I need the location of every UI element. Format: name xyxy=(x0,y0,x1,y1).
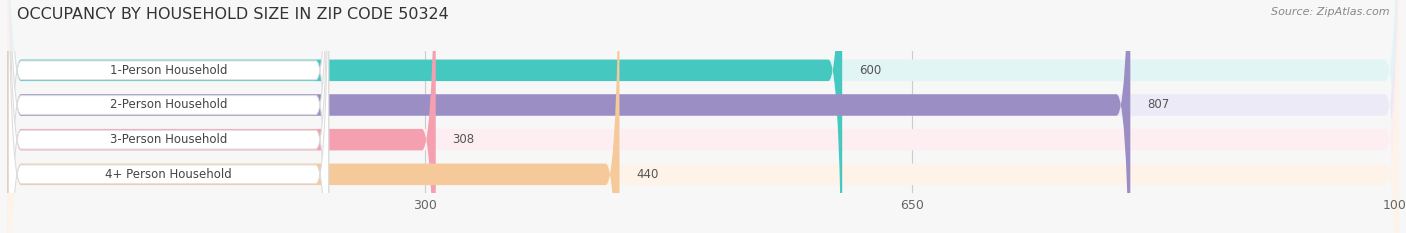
FancyBboxPatch shape xyxy=(7,0,1399,233)
Text: OCCUPANCY BY HOUSEHOLD SIZE IN ZIP CODE 50324: OCCUPANCY BY HOUSEHOLD SIZE IN ZIP CODE … xyxy=(17,7,449,22)
FancyBboxPatch shape xyxy=(7,0,842,233)
FancyBboxPatch shape xyxy=(8,0,329,233)
FancyBboxPatch shape xyxy=(7,0,1399,233)
Text: 308: 308 xyxy=(453,133,475,146)
Text: 600: 600 xyxy=(859,64,882,77)
Text: 3-Person Household: 3-Person Household xyxy=(110,133,228,146)
Text: Source: ZipAtlas.com: Source: ZipAtlas.com xyxy=(1271,7,1389,17)
Text: 440: 440 xyxy=(636,168,658,181)
FancyBboxPatch shape xyxy=(8,0,329,233)
Text: 2-Person Household: 2-Person Household xyxy=(110,99,228,112)
Text: 1-Person Household: 1-Person Household xyxy=(110,64,228,77)
FancyBboxPatch shape xyxy=(8,0,329,233)
Text: 4+ Person Household: 4+ Person Household xyxy=(105,168,232,181)
FancyBboxPatch shape xyxy=(7,0,436,233)
FancyBboxPatch shape xyxy=(7,0,620,233)
FancyBboxPatch shape xyxy=(7,0,1399,233)
FancyBboxPatch shape xyxy=(7,0,1399,233)
Text: 807: 807 xyxy=(1147,99,1170,112)
FancyBboxPatch shape xyxy=(8,0,329,233)
FancyBboxPatch shape xyxy=(7,0,1130,233)
